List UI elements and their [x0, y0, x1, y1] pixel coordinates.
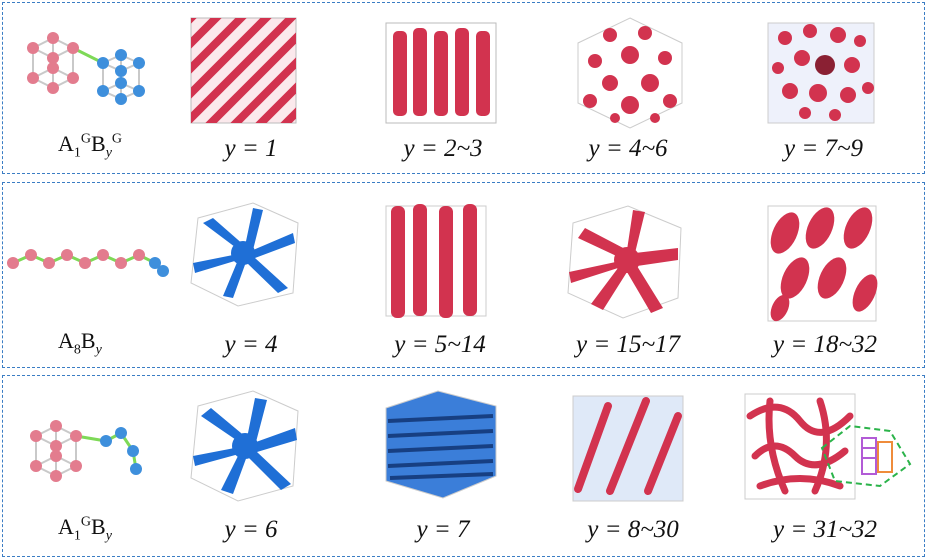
molecule-name-2: A8By: [58, 328, 102, 358]
y-label-3-1: y = 6: [224, 516, 278, 543]
y-label-3-4: y = 31~32: [773, 516, 877, 543]
morphology-lamellae-vertical: [381, 198, 491, 323]
morphology-red-lamellae-tilted: [568, 391, 688, 506]
y-label-3-3: y = 8~30: [587, 516, 679, 543]
y-label-1-1: y = 1: [224, 135, 278, 162]
molecule-name-3: A1GBy: [58, 514, 112, 544]
morphology-blue-layers: [378, 386, 503, 506]
morphology-cylinders-vertical: [378, 13, 503, 133]
molecule-diagram-3: [21, 411, 151, 501]
panel-row-3: A1GBy: [2, 375, 925, 557]
morphology-red-cylinders-tilted: [760, 198, 885, 328]
panel-row-1: A1GByG: [2, 2, 925, 174]
morphology-red-network: [563, 198, 688, 323]
y-label-1-2: y = 2~3: [403, 135, 483, 162]
panel-row-2: A8By: [2, 182, 925, 368]
morphology-spheres-sparse: [570, 13, 690, 133]
morphology-blue-network: [183, 198, 308, 308]
y-label-2-3: y = 15~17: [576, 331, 680, 358]
morphology-lamellae-diagonal: [186, 13, 301, 128]
y-label-2-2: y = 5~14: [394, 331, 486, 358]
y-label-3-2: y = 7: [416, 516, 470, 543]
y-label-1-3: y = 4~6: [588, 135, 668, 162]
morphology-spheres-dense: [760, 13, 882, 133]
molecule-name-1: A1GByG: [58, 131, 123, 161]
y-label-2-1: y = 4: [224, 331, 278, 358]
morphology-red-gyroid: [740, 386, 920, 506]
y-label-1-4: y = 7~9: [784, 135, 863, 162]
molecule-diagram-2: [5, 243, 170, 283]
y-label-2-4: y = 18~32: [773, 331, 877, 358]
morphology-blue-network-2: [183, 386, 308, 506]
molecule-diagram-1: [13, 23, 163, 113]
